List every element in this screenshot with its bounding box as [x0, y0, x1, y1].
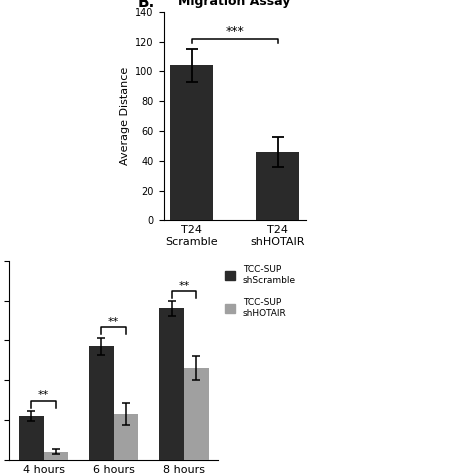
Bar	[114, 414, 138, 460]
Bar	[256, 152, 299, 220]
Text: **: **	[38, 391, 49, 401]
Bar	[89, 346, 114, 460]
Text: B.: B.	[138, 0, 155, 10]
Bar	[170, 65, 213, 220]
Bar	[19, 416, 44, 460]
Bar	[184, 368, 209, 460]
Y-axis label: Average Distance: Average Distance	[120, 67, 130, 165]
Text: ***: ***	[225, 25, 244, 38]
Title: Migration Assay: Migration Assay	[178, 0, 291, 8]
Legend: TCC-SUP
shScramble, TCC-SUP
shHOTAIR: TCC-SUP shScramble, TCC-SUP shHOTAIR	[225, 265, 296, 318]
Text: **: **	[178, 281, 190, 291]
Bar	[159, 309, 184, 460]
Bar	[44, 452, 68, 460]
Text: **: **	[108, 317, 119, 327]
